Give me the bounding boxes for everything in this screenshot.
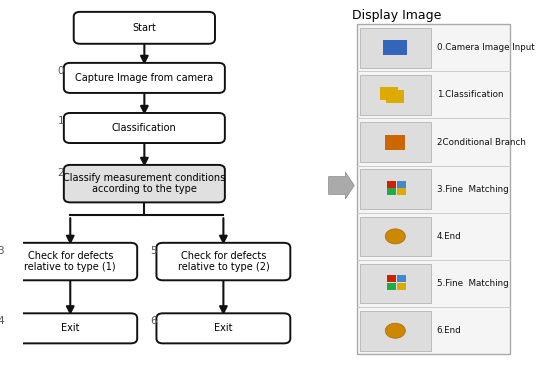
FancyBboxPatch shape (3, 313, 137, 344)
Text: 5.Fine  Matching: 5.Fine Matching (437, 279, 509, 288)
Text: 2Conditional Branch: 2Conditional Branch (437, 138, 526, 147)
Bar (360, 170, 431, 209)
Bar (360, 28, 431, 68)
Text: 2: 2 (58, 168, 64, 178)
Text: Display Image: Display Image (352, 9, 441, 22)
Bar (387, 283, 396, 290)
Circle shape (385, 229, 405, 244)
FancyBboxPatch shape (74, 12, 215, 44)
Text: Capture Image from camera: Capture Image from camera (75, 73, 213, 83)
Bar (387, 275, 396, 282)
Bar (386, 90, 405, 103)
FancyBboxPatch shape (3, 243, 137, 280)
Bar (360, 311, 431, 351)
Circle shape (385, 323, 405, 338)
Bar (360, 264, 431, 303)
Bar (360, 217, 431, 256)
Text: 3.Fine  Matching: 3.Fine Matching (437, 185, 509, 194)
Bar (397, 188, 406, 195)
Bar (387, 181, 396, 188)
Text: Check for defects
relative to type (2): Check for defects relative to type (2) (177, 251, 269, 272)
Text: 1.Classification: 1.Classification (437, 91, 503, 99)
FancyBboxPatch shape (64, 165, 225, 203)
Text: 5: 5 (150, 246, 157, 256)
Text: Classify measurement conditions
according to the type: Classify measurement conditions accordin… (63, 173, 225, 194)
Text: Exit: Exit (214, 324, 233, 333)
Text: 0: 0 (58, 66, 64, 76)
Bar (360, 122, 431, 162)
FancyArrow shape (329, 172, 354, 199)
Bar (397, 283, 406, 290)
Text: Start: Start (133, 23, 156, 33)
Text: 3: 3 (0, 246, 4, 256)
Text: 0.Camera Image Input: 0.Camera Image Input (437, 43, 535, 52)
Text: 6: 6 (150, 316, 157, 326)
Bar (385, 135, 405, 150)
Text: 4.End: 4.End (437, 232, 461, 241)
Text: 1: 1 (58, 116, 64, 126)
FancyBboxPatch shape (64, 113, 225, 143)
Bar (357, 24, 510, 354)
Bar (397, 181, 406, 188)
Text: Classification: Classification (112, 123, 177, 133)
Bar (380, 86, 399, 100)
Bar (387, 188, 396, 195)
Text: 4: 4 (0, 316, 4, 326)
Bar (383, 40, 407, 55)
Text: 6.End: 6.End (437, 326, 461, 335)
FancyBboxPatch shape (64, 63, 225, 93)
Text: Exit: Exit (61, 324, 80, 333)
FancyBboxPatch shape (157, 313, 290, 344)
FancyBboxPatch shape (157, 243, 290, 280)
Bar (397, 275, 406, 282)
Text: Check for defects
relative to type (1): Check for defects relative to type (1) (25, 251, 116, 272)
Bar (360, 75, 431, 115)
